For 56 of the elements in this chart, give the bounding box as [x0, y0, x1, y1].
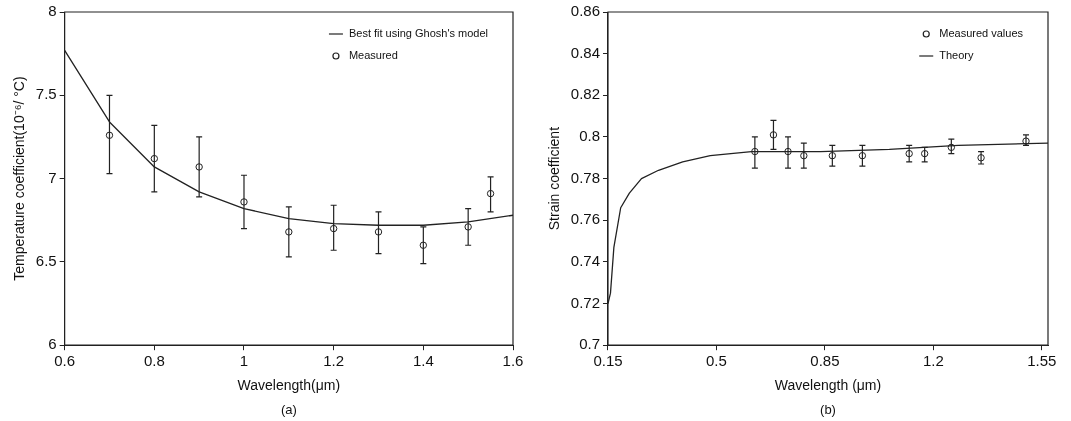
y-axis-title: Strain coefficient — [546, 126, 563, 231]
x-tick-label: 1 — [239, 352, 249, 370]
x-tick-label: 1.2 — [323, 352, 345, 370]
point — [464, 223, 472, 231]
point — [858, 151, 867, 160]
x-tick-label: 0.5 — [706, 352, 727, 370]
legend-label: Measured values — [939, 27, 1024, 40]
point — [800, 151, 808, 160]
y-tick-label: 0.72 — [570, 293, 600, 311]
y-tick-label: 8 — [48, 2, 57, 20]
y-tick-label: 0.84 — [570, 43, 600, 61]
point — [486, 189, 495, 198]
y-tick-label: 0.7 — [579, 335, 600, 353]
x-tick-label: 0.15 — [593, 352, 623, 370]
y-tick-label: 6.5 — [35, 252, 57, 270]
point — [920, 149, 929, 158]
x-axis-title: Wavelength(μm) — [237, 377, 341, 394]
point — [1022, 137, 1030, 145]
x-tick-label: 0.6 — [54, 352, 76, 370]
point — [828, 151, 837, 160]
y-tick-label: 0.86 — [570, 2, 600, 20]
x-tick-label: 0.85 — [810, 352, 840, 370]
point — [240, 198, 248, 206]
point — [947, 143, 956, 152]
x-tick-label: 0.8 — [143, 352, 165, 370]
point — [195, 163, 203, 171]
y-tick-label: 0.8 — [579, 127, 600, 145]
legend-label: Theory — [939, 49, 974, 62]
x-tick-label: 1.55 — [1027, 352, 1057, 370]
point — [374, 228, 383, 236]
point — [905, 149, 913, 158]
y-tick-label: 7.5 — [35, 85, 57, 103]
point — [769, 131, 778, 139]
y-tick-label: 6 — [48, 335, 57, 353]
point — [329, 224, 338, 233]
point — [105, 131, 114, 139]
y-axis-title: Temperature coefficient(10⁻⁶/ °C) — [11, 76, 28, 281]
y-tick-label: 7 — [48, 168, 57, 186]
y-tick-label: 0.74 — [570, 252, 600, 270]
x-tick-label: 1.4 — [412, 352, 434, 370]
text: (b) — [820, 402, 836, 418]
legend-label: Measured — [348, 49, 398, 62]
point — [784, 147, 792, 156]
y-tick-label: 0.78 — [570, 168, 600, 186]
point — [419, 241, 428, 249]
x-axis-title: Wavelength (μm) — [774, 377, 882, 394]
point — [977, 154, 985, 162]
x-tick-label: 1.2 — [922, 352, 944, 370]
x-tick-label: 1.6 — [502, 352, 524, 370]
point — [285, 228, 293, 236]
y-tick-label: 0.82 — [570, 85, 600, 103]
legend-label: Best fit using Ghosh's model — [348, 27, 488, 40]
y-tick-label: 0.76 — [570, 210, 600, 228]
point — [751, 147, 759, 156]
point — [150, 154, 159, 163]
text: (a) — [280, 402, 297, 418]
